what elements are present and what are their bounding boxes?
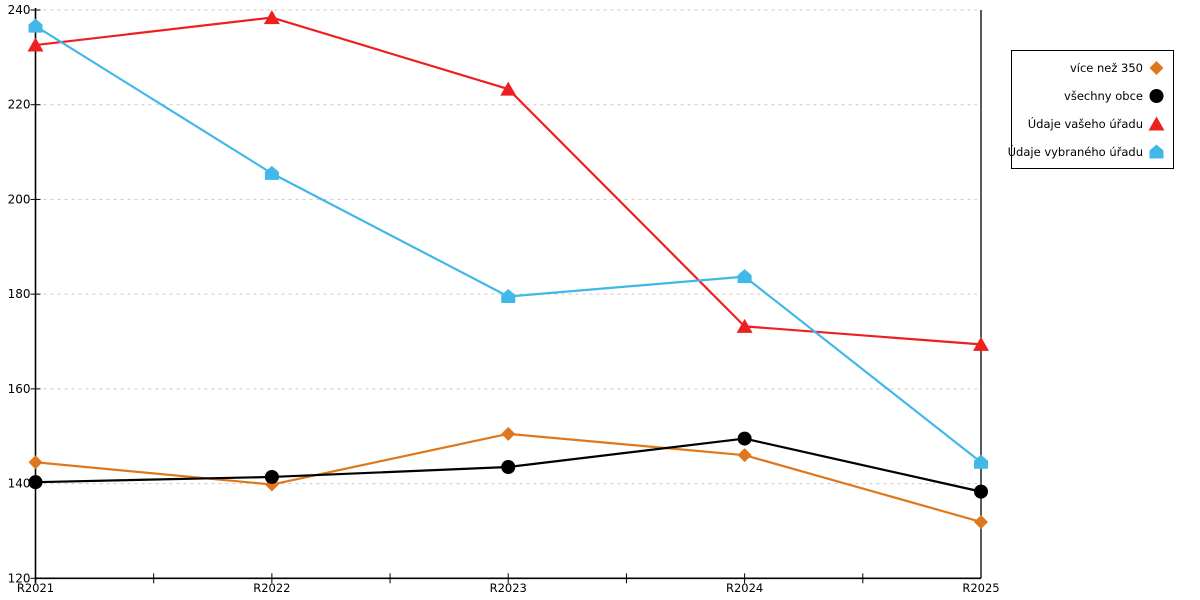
x-tick-label: R2022 <box>253 581 290 595</box>
pentagon-marker-glyph <box>1149 144 1164 158</box>
data-point-circle-series <box>264 469 279 484</box>
triangle-marker-glyph <box>1148 116 1165 130</box>
x-tick-label: R2021 <box>17 581 54 595</box>
data-point-triangle-series <box>500 81 517 96</box>
circle-marker-glyph <box>1149 88 1164 103</box>
circle-marker-icon <box>1149 88 1164 103</box>
x-tick-label: R2025 <box>962 581 999 595</box>
legend-label: Údaje vašeho úřadu <box>1027 116 1143 131</box>
data-point-circle-series <box>737 431 752 446</box>
data-point-triangle-series <box>736 318 753 333</box>
y-tick-label: 140 <box>8 477 31 491</box>
pentagon-marker-icon <box>1149 144 1164 158</box>
legend: více než 350 všechny obce Údaje vašeho úřa… <box>1008 50 1174 169</box>
data-point-triangle-series <box>263 10 280 25</box>
data-point-diamond-series <box>501 426 516 441</box>
data-point-diamond-series <box>28 455 43 470</box>
data-point-pentagon-series <box>974 454 988 469</box>
data-point-pentagon-series <box>264 165 279 180</box>
series-line-diamond-series <box>35 432 982 524</box>
data-point-diamond-series <box>974 514 988 529</box>
data-point-circle-series <box>501 460 516 475</box>
legend-item-diamond[interactable]: více než 350 <box>1016 57 1165 78</box>
data-point-triangle-series <box>27 37 44 52</box>
data-point-pentagon-series <box>28 18 43 33</box>
data-point-circle-series <box>28 475 43 490</box>
legend-label: více než 350 <box>1069 60 1143 75</box>
legend-item-circle[interactable]: všechny obce <box>1016 85 1165 106</box>
x-tick-label: R2023 <box>490 581 527 595</box>
data-point-pentagon-series <box>501 289 516 304</box>
diamond-marker-glyph <box>1149 60 1164 75</box>
y-tick-label: 240 <box>8 3 31 17</box>
y-tick-label: 180 <box>8 287 31 301</box>
data-point-circle-series <box>974 484 988 499</box>
data-point-pentagon-series <box>737 269 752 284</box>
y-tick-label: 200 <box>8 192 31 206</box>
legend-label: Údaje vybraného úřadu <box>1007 144 1143 159</box>
y-tick-label: 160 <box>8 382 31 396</box>
y-tick-label: 120 <box>8 571 31 585</box>
legend-item-triangle[interactable]: Údaje vašeho úřadu <box>1016 113 1165 134</box>
x-tick-label: R2024 <box>726 581 763 595</box>
legend-label: všechny obce <box>1064 88 1143 103</box>
data-point-triangle-series <box>973 336 989 351</box>
data-point-diamond-series <box>737 448 752 463</box>
diamond-marker-icon <box>1149 60 1164 75</box>
legend-item-pentagon[interactable]: Údaje vybraného úřadu <box>1008 141 1165 162</box>
y-tick-label: 220 <box>8 98 31 112</box>
triangle-marker-icon <box>1148 116 1165 130</box>
